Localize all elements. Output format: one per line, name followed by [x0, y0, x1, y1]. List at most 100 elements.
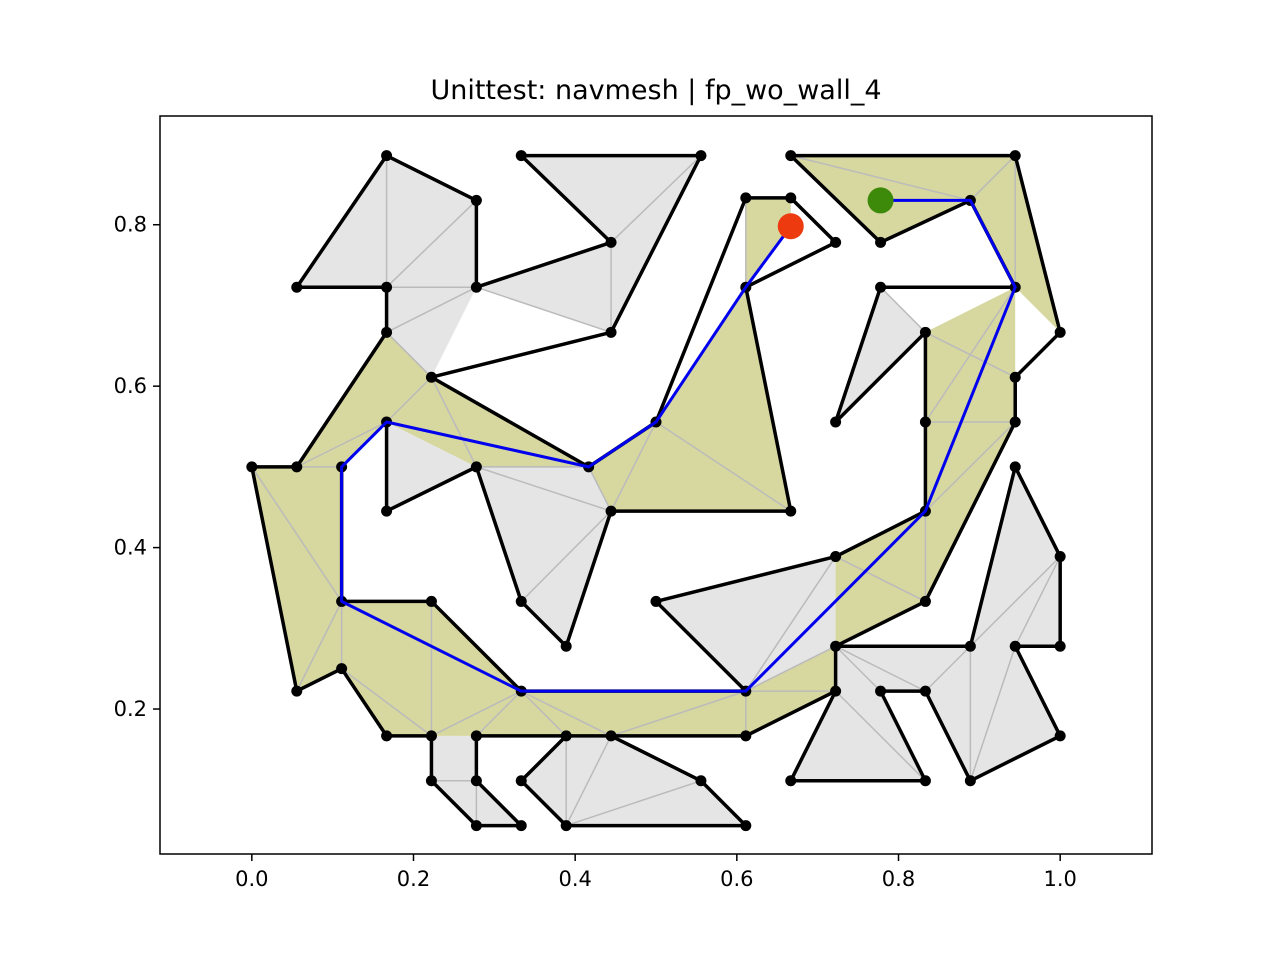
boundary-edge	[519, 599, 568, 648]
internal-edge	[610, 690, 747, 737]
boundary-edge	[384, 465, 479, 513]
boundary-edge	[654, 554, 838, 604]
mesh-vertex	[1009, 461, 1021, 473]
boundary-edge	[833, 509, 928, 559]
mesh-vertex	[470, 730, 482, 742]
internal-edge	[565, 780, 702, 827]
mesh-vertex	[381, 730, 393, 742]
internal-edge	[969, 645, 1016, 782]
mesh-vertex	[515, 775, 527, 787]
internal-edge	[925, 331, 1016, 378]
internal-edge	[476, 466, 612, 512]
boundary-edge	[878, 198, 973, 245]
corridor-polygon	[296, 197, 791, 512]
mesh-vertex	[605, 236, 617, 248]
internal-edge	[386, 286, 477, 333]
boundary-edge	[474, 240, 613, 289]
mesh-vertex	[919, 416, 931, 428]
mesh-vertex	[605, 326, 617, 338]
mesh-vertex	[381, 150, 393, 162]
internal-edge	[835, 645, 882, 692]
mesh-vertex	[785, 775, 797, 787]
mesh-vertex	[560, 640, 572, 652]
internal-edge	[430, 376, 478, 468]
mesh-vertex	[1009, 416, 1021, 428]
internal-edge	[520, 690, 567, 737]
internal-edge	[475, 690, 522, 737]
boundary-edge	[968, 734, 1062, 783]
internal-edge	[745, 645, 836, 692]
y-tick-label: 0.4	[114, 536, 147, 560]
mesh-vertex	[605, 730, 617, 742]
internal-edge	[835, 645, 926, 692]
mesh-vertex	[470, 281, 482, 293]
mesh-vertex	[830, 551, 842, 563]
mesh-vertex	[560, 820, 572, 832]
y-tick-label: 0.2	[114, 697, 147, 721]
mesh-polygon	[790, 466, 1061, 781]
boundary-edge	[519, 153, 613, 245]
internal-edge	[835, 690, 926, 782]
mesh-vertex	[515, 150, 527, 162]
mesh-vertex	[875, 236, 887, 248]
mesh-vertex	[470, 461, 482, 473]
boundary-edge	[923, 689, 973, 783]
start-marker	[867, 187, 894, 214]
mesh-vertex	[785, 150, 797, 162]
mesh-polygon	[476, 466, 612, 647]
mesh-vertex	[740, 730, 752, 742]
boundary-edge	[429, 599, 523, 693]
mesh-vertex	[291, 281, 303, 293]
mesh-vertex	[830, 685, 842, 697]
mesh-vertex	[1009, 640, 1021, 652]
boundary-edge	[384, 153, 479, 203]
boundary-edge	[833, 599, 928, 648]
boundary-edge	[789, 689, 838, 783]
mesh-vertex	[1009, 150, 1021, 162]
boundary-edge	[474, 465, 523, 604]
mesh-vertex	[785, 192, 797, 204]
boundary-edge	[519, 734, 568, 783]
mesh-polygon	[296, 155, 701, 378]
internal-edge	[745, 556, 837, 692]
mesh-vertex	[291, 685, 303, 697]
internal-edge	[924, 645, 971, 692]
mesh-vertex	[425, 371, 437, 383]
boundary-edge	[474, 779, 523, 828]
mesh-polygon	[835, 287, 926, 422]
x-tick-label: 1.0	[1043, 867, 1076, 891]
boundary-edge	[1013, 465, 1062, 559]
boundary-edge	[923, 420, 1017, 604]
path-line	[340, 198, 1017, 693]
mesh-vertex	[246, 461, 258, 473]
internal-edge	[476, 286, 612, 334]
boundary-edge	[654, 196, 748, 424]
endpoint-markers	[777, 187, 894, 240]
y-tick-label: 0.8	[114, 213, 147, 237]
boundary-edge	[429, 375, 591, 469]
corridor-polygon	[790, 155, 1061, 333]
x-axis-ticks: 0.0 0.2 0.4 0.6 0.8 1.0	[235, 854, 1077, 891]
boundary-edge	[654, 599, 748, 693]
internal-edge	[587, 466, 612, 512]
corridor-polygons	[251, 155, 1061, 736]
internal-edge	[969, 556, 1061, 647]
boundary-edge	[1013, 330, 1062, 379]
corridor-polygon	[251, 287, 1016, 736]
mesh-vertex	[919, 775, 931, 787]
mesh-vertex	[740, 820, 752, 832]
mesh-vertex	[515, 820, 527, 832]
boundary-edge	[1013, 644, 1062, 738]
y-axis-ticks: 0.2 0.4 0.6 0.8	[114, 213, 160, 721]
internal-edge	[565, 735, 612, 826]
x-tick-label: 0.2	[397, 867, 430, 891]
internal-edge	[296, 421, 387, 468]
internal-edge	[341, 668, 432, 737]
internal-edge	[880, 286, 926, 333]
mesh-vertex	[470, 820, 482, 832]
internal-edge	[969, 155, 1016, 201]
mesh-vertex	[515, 595, 527, 607]
mesh-vertex	[830, 236, 842, 248]
mesh-vertex	[470, 194, 482, 206]
